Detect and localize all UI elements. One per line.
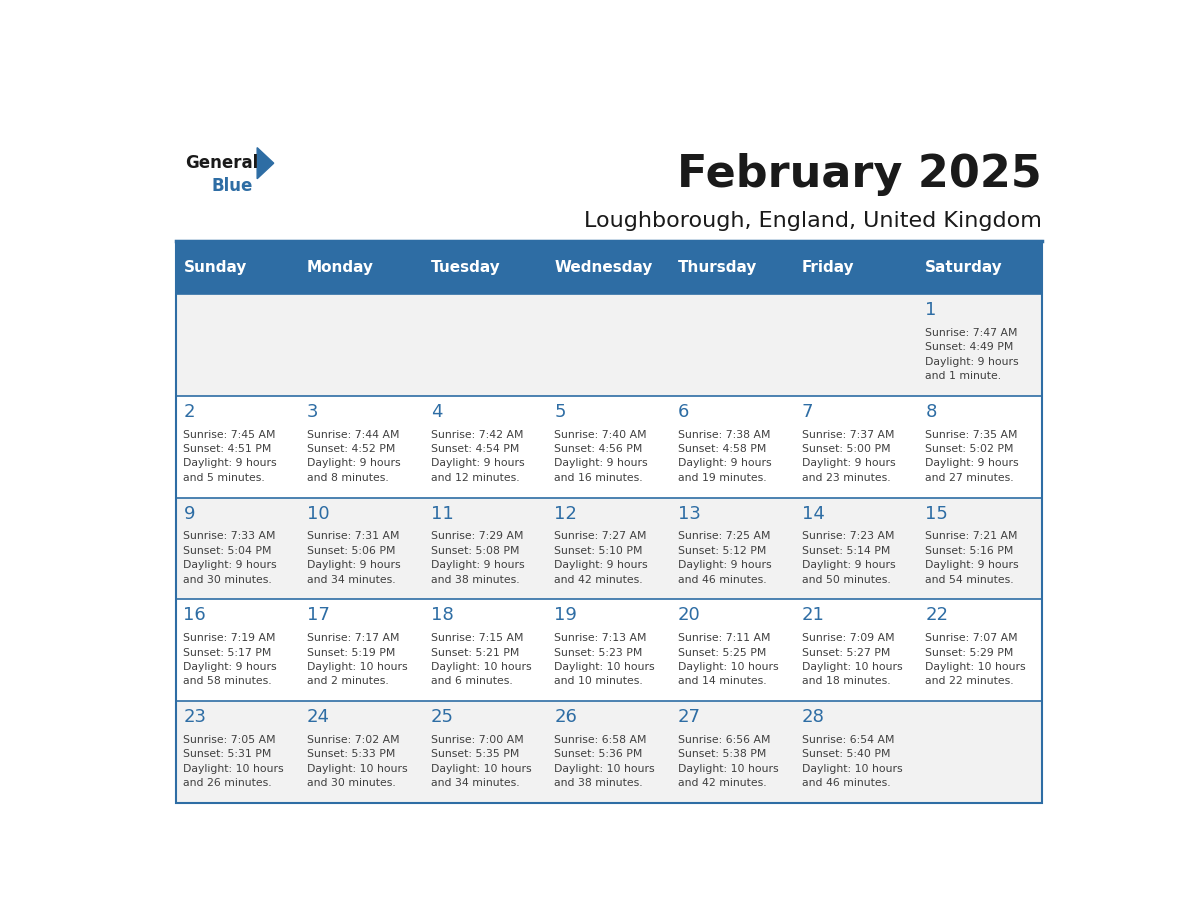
FancyBboxPatch shape: [176, 701, 1042, 803]
Text: Monday: Monday: [308, 260, 374, 274]
Polygon shape: [257, 148, 273, 179]
FancyBboxPatch shape: [176, 599, 1042, 701]
Text: Tuesday: Tuesday: [431, 260, 500, 274]
Text: Sunrise: 7:33 AM
Sunset: 5:04 PM
Daylight: 9 hours
and 30 minutes.: Sunrise: 7:33 AM Sunset: 5:04 PM Dayligh…: [183, 532, 277, 585]
Text: 12: 12: [555, 505, 577, 522]
Text: Sunrise: 7:23 AM
Sunset: 5:14 PM
Daylight: 9 hours
and 50 minutes.: Sunrise: 7:23 AM Sunset: 5:14 PM Dayligh…: [802, 532, 896, 585]
Text: Sunrise: 7:27 AM
Sunset: 5:10 PM
Daylight: 9 hours
and 42 minutes.: Sunrise: 7:27 AM Sunset: 5:10 PM Dayligh…: [555, 532, 647, 585]
Text: 8: 8: [925, 403, 936, 420]
Text: 2: 2: [183, 403, 195, 420]
Text: Sunrise: 7:29 AM
Sunset: 5:08 PM
Daylight: 9 hours
and 38 minutes.: Sunrise: 7:29 AM Sunset: 5:08 PM Dayligh…: [431, 532, 524, 585]
Text: Sunrise: 7:25 AM
Sunset: 5:12 PM
Daylight: 9 hours
and 46 minutes.: Sunrise: 7:25 AM Sunset: 5:12 PM Dayligh…: [678, 532, 772, 585]
Text: 4: 4: [431, 403, 442, 420]
Text: Sunrise: 7:45 AM
Sunset: 4:51 PM
Daylight: 9 hours
and 5 minutes.: Sunrise: 7:45 AM Sunset: 4:51 PM Dayligh…: [183, 430, 277, 483]
FancyBboxPatch shape: [176, 294, 1042, 396]
Text: Sunday: Sunday: [183, 260, 247, 274]
Text: Sunrise: 7:35 AM
Sunset: 5:02 PM
Daylight: 9 hours
and 27 minutes.: Sunrise: 7:35 AM Sunset: 5:02 PM Dayligh…: [925, 430, 1019, 483]
Text: February 2025: February 2025: [677, 152, 1042, 196]
Text: 3: 3: [308, 403, 318, 420]
Text: Sunrise: 7:11 AM
Sunset: 5:25 PM
Daylight: 10 hours
and 14 minutes.: Sunrise: 7:11 AM Sunset: 5:25 PM Dayligh…: [678, 633, 778, 687]
Text: Sunrise: 6:54 AM
Sunset: 5:40 PM
Daylight: 10 hours
and 46 minutes.: Sunrise: 6:54 AM Sunset: 5:40 PM Dayligh…: [802, 735, 903, 789]
Text: Sunrise: 7:40 AM
Sunset: 4:56 PM
Daylight: 9 hours
and 16 minutes.: Sunrise: 7:40 AM Sunset: 4:56 PM Dayligh…: [555, 430, 647, 483]
Text: 9: 9: [183, 505, 195, 522]
Text: 18: 18: [431, 607, 454, 624]
Text: Sunrise: 7:09 AM
Sunset: 5:27 PM
Daylight: 10 hours
and 18 minutes.: Sunrise: 7:09 AM Sunset: 5:27 PM Dayligh…: [802, 633, 903, 687]
Text: 15: 15: [925, 505, 948, 522]
Text: 19: 19: [555, 607, 577, 624]
Text: General: General: [185, 154, 259, 173]
Text: Sunrise: 7:44 AM
Sunset: 4:52 PM
Daylight: 9 hours
and 8 minutes.: Sunrise: 7:44 AM Sunset: 4:52 PM Dayligh…: [308, 430, 400, 483]
Text: 20: 20: [678, 607, 701, 624]
Text: Sunrise: 6:58 AM
Sunset: 5:36 PM
Daylight: 10 hours
and 38 minutes.: Sunrise: 6:58 AM Sunset: 5:36 PM Dayligh…: [555, 735, 655, 789]
Text: 21: 21: [802, 607, 824, 624]
Text: 1: 1: [925, 301, 936, 319]
Text: Sunrise: 7:37 AM
Sunset: 5:00 PM
Daylight: 9 hours
and 23 minutes.: Sunrise: 7:37 AM Sunset: 5:00 PM Dayligh…: [802, 430, 896, 483]
Text: 5: 5: [555, 403, 565, 420]
Text: 24: 24: [308, 708, 330, 726]
Text: Blue: Blue: [211, 177, 253, 195]
Text: Sunrise: 7:02 AM
Sunset: 5:33 PM
Daylight: 10 hours
and 30 minutes.: Sunrise: 7:02 AM Sunset: 5:33 PM Dayligh…: [308, 735, 407, 789]
Text: 7: 7: [802, 403, 813, 420]
Text: Friday: Friday: [802, 260, 854, 274]
Text: Sunrise: 6:56 AM
Sunset: 5:38 PM
Daylight: 10 hours
and 42 minutes.: Sunrise: 6:56 AM Sunset: 5:38 PM Dayligh…: [678, 735, 778, 789]
Text: 27: 27: [678, 708, 701, 726]
Text: 6: 6: [678, 403, 689, 420]
Text: Thursday: Thursday: [678, 260, 758, 274]
Text: 13: 13: [678, 505, 701, 522]
Text: 26: 26: [555, 708, 577, 726]
Text: Sunrise: 7:17 AM
Sunset: 5:19 PM
Daylight: 10 hours
and 2 minutes.: Sunrise: 7:17 AM Sunset: 5:19 PM Dayligh…: [308, 633, 407, 687]
Text: Saturday: Saturday: [925, 260, 1003, 274]
FancyBboxPatch shape: [176, 396, 1042, 498]
Text: Sunrise: 7:19 AM
Sunset: 5:17 PM
Daylight: 9 hours
and 58 minutes.: Sunrise: 7:19 AM Sunset: 5:17 PM Dayligh…: [183, 633, 277, 687]
Text: Sunrise: 7:21 AM
Sunset: 5:16 PM
Daylight: 9 hours
and 54 minutes.: Sunrise: 7:21 AM Sunset: 5:16 PM Dayligh…: [925, 532, 1019, 585]
Text: Sunrise: 7:13 AM
Sunset: 5:23 PM
Daylight: 10 hours
and 10 minutes.: Sunrise: 7:13 AM Sunset: 5:23 PM Dayligh…: [555, 633, 655, 687]
Text: Sunrise: 7:38 AM
Sunset: 4:58 PM
Daylight: 9 hours
and 19 minutes.: Sunrise: 7:38 AM Sunset: 4:58 PM Dayligh…: [678, 430, 772, 483]
Text: Sunrise: 7:07 AM
Sunset: 5:29 PM
Daylight: 10 hours
and 22 minutes.: Sunrise: 7:07 AM Sunset: 5:29 PM Dayligh…: [925, 633, 1026, 687]
Text: 14: 14: [802, 505, 824, 522]
Text: Sunrise: 7:05 AM
Sunset: 5:31 PM
Daylight: 10 hours
and 26 minutes.: Sunrise: 7:05 AM Sunset: 5:31 PM Dayligh…: [183, 735, 284, 789]
Text: 11: 11: [431, 505, 454, 522]
Text: Sunrise: 7:00 AM
Sunset: 5:35 PM
Daylight: 10 hours
and 34 minutes.: Sunrise: 7:00 AM Sunset: 5:35 PM Dayligh…: [431, 735, 531, 789]
Text: 16: 16: [183, 607, 207, 624]
Text: 22: 22: [925, 607, 948, 624]
Text: Sunrise: 7:47 AM
Sunset: 4:49 PM
Daylight: 9 hours
and 1 minute.: Sunrise: 7:47 AM Sunset: 4:49 PM Dayligh…: [925, 328, 1019, 381]
FancyBboxPatch shape: [176, 498, 1042, 599]
Text: 10: 10: [308, 505, 330, 522]
Text: Loughborough, England, United Kingdom: Loughborough, England, United Kingdom: [583, 210, 1042, 230]
Text: Sunrise: 7:31 AM
Sunset: 5:06 PM
Daylight: 9 hours
and 34 minutes.: Sunrise: 7:31 AM Sunset: 5:06 PM Dayligh…: [308, 532, 400, 585]
Text: 28: 28: [802, 708, 824, 726]
Text: 23: 23: [183, 708, 207, 726]
FancyBboxPatch shape: [176, 241, 1042, 294]
Text: 25: 25: [431, 708, 454, 726]
Text: Sunrise: 7:15 AM
Sunset: 5:21 PM
Daylight: 10 hours
and 6 minutes.: Sunrise: 7:15 AM Sunset: 5:21 PM Dayligh…: [431, 633, 531, 687]
Text: 17: 17: [308, 607, 330, 624]
Text: Sunrise: 7:42 AM
Sunset: 4:54 PM
Daylight: 9 hours
and 12 minutes.: Sunrise: 7:42 AM Sunset: 4:54 PM Dayligh…: [431, 430, 524, 483]
Text: Wednesday: Wednesday: [555, 260, 652, 274]
